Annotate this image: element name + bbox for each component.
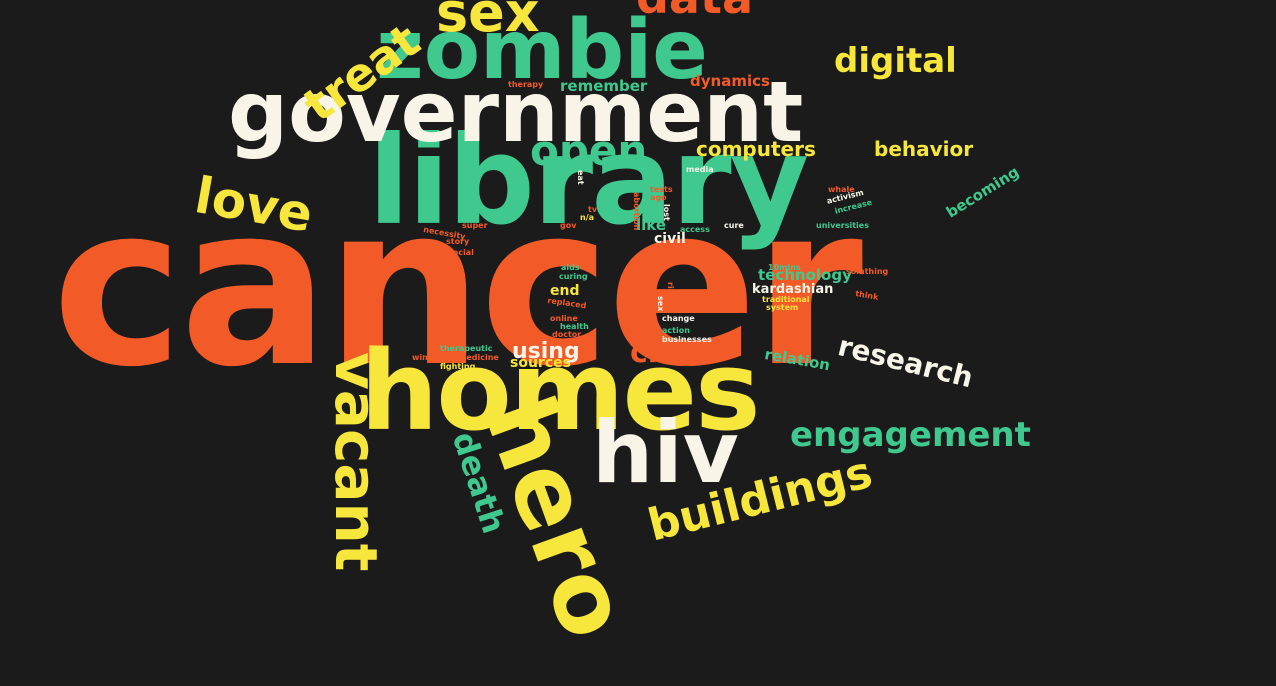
word-behavior: behavior [874, 137, 974, 161]
word-traditional: traditional [762, 295, 810, 304]
word-digital: digital [834, 41, 957, 81]
word-gov: gov [560, 221, 577, 230]
word-fighting: fighting [440, 362, 476, 371]
word-sex: sex [436, 0, 540, 44]
word-doctor: doctor [552, 330, 582, 339]
word-open: open [530, 126, 648, 175]
word-super: super [462, 221, 488, 230]
word-government: government [228, 63, 804, 161]
word-window: window [412, 353, 447, 362]
word-social: social [448, 248, 474, 257]
word-data: data [636, 0, 753, 20]
word-health: health [560, 322, 589, 331]
word-na: n/a [580, 213, 595, 222]
word-businesses: businesses [662, 335, 712, 344]
word-lost: lost [662, 204, 671, 221]
word-story: story [446, 237, 470, 246]
word-eat: eat [576, 170, 585, 185]
word-somthing: somthing [846, 267, 889, 276]
word-ago: ago [650, 193, 667, 202]
word-civic: civic [630, 335, 706, 370]
word-becoming: becoming [942, 162, 1023, 222]
word-sources: sources [510, 355, 571, 371]
word-tv: tv [588, 205, 598, 214]
word-tests: tests [650, 185, 673, 194]
word-curing: curing [559, 272, 588, 281]
word-access: access [680, 225, 710, 234]
word-media: media [686, 165, 714, 174]
word-kardashian: kardashian [752, 282, 834, 297]
word-like: like [636, 216, 667, 234]
word-sex-small: sex [656, 296, 665, 312]
word-remember: remember [560, 77, 648, 95]
word-computers: computers [696, 137, 816, 161]
word-therapeutic: therapeutic [440, 344, 493, 353]
word-engagement: engagement [790, 415, 1031, 455]
word-online: online [550, 314, 578, 323]
word-cure: cure [724, 221, 744, 230]
word-aids: aids [561, 263, 580, 272]
word-whale: whale [828, 185, 855, 194]
word-vacant: vacant [322, 352, 390, 572]
word-hiv: hiv [592, 403, 739, 503]
word-abortion: abortion [632, 192, 641, 231]
word-using: using [512, 339, 580, 364]
word-technology: technology [758, 266, 852, 284]
word-dynamics: dynamics [690, 72, 770, 90]
word-action: action [662, 326, 690, 335]
word-change: change [662, 314, 695, 323]
word-end: end [550, 283, 580, 299]
word-medicine: medicine [458, 353, 499, 362]
word-system: system [766, 303, 799, 312]
word-zombie: zombie [376, 3, 708, 98]
word-homes: homes [360, 327, 761, 455]
word-rich: rich [666, 282, 675, 300]
word-civil: civil [654, 231, 686, 247]
word-cancer: cancer [52, 158, 863, 416]
word-future: future [676, 252, 705, 261]
word-reality: reality [676, 243, 706, 252]
word-universities: universities [816, 221, 869, 230]
word-library: library [368, 110, 809, 252]
word-10mins: 10mins [768, 263, 801, 272]
word-therapy: therapy [508, 80, 544, 89]
